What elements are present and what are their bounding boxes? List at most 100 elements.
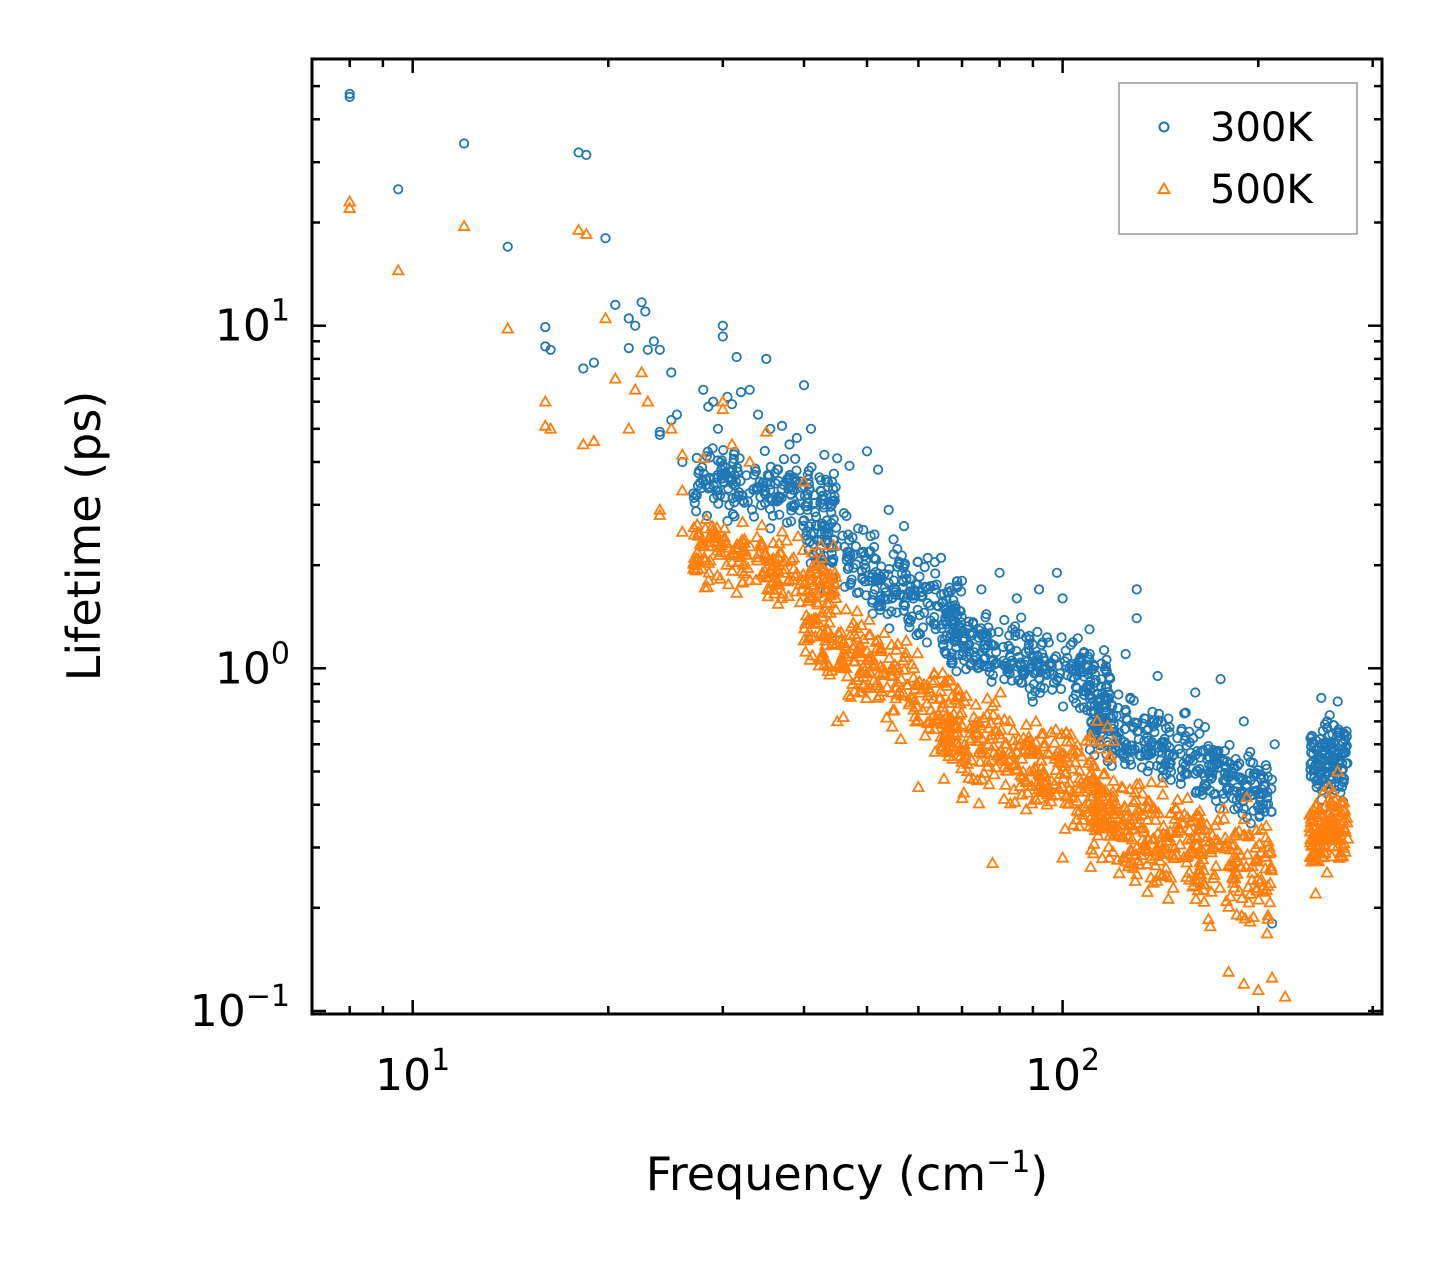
- point-500K: [758, 564, 772, 576]
- point-500K: [1015, 751, 1029, 764]
- point-500K: [1013, 768, 1028, 780]
- point-500K: [891, 660, 905, 673]
- point-300K: [841, 510, 852, 522]
- point-300K: [869, 529, 880, 540]
- point-500K: [756, 538, 770, 551]
- point-500K: [697, 550, 712, 563]
- point-500K: [796, 543, 810, 555]
- point-300K: [1100, 706, 1111, 718]
- point-300K: [1306, 747, 1317, 758]
- point-500K: [776, 554, 791, 567]
- point-500K: [927, 667, 942, 680]
- point-500K: [1237, 976, 1251, 989]
- point-500K: [721, 577, 736, 590]
- point-500K: [853, 649, 868, 662]
- point-300K: [703, 401, 714, 412]
- point-500K: [772, 551, 786, 564]
- point-500K: [1075, 807, 1090, 820]
- point-300K: [786, 482, 797, 493]
- point-500K: [1118, 854, 1133, 867]
- point-300K: [1256, 769, 1267, 781]
- point-300K: [1157, 772, 1168, 783]
- point-300K: [761, 477, 772, 488]
- point-500K: [1304, 814, 1318, 827]
- point-300K: [1142, 766, 1153, 777]
- point-300K: [867, 597, 878, 608]
- point-500K: [1106, 773, 1121, 786]
- point-300K: [958, 633, 969, 644]
- point-300K: [769, 467, 780, 479]
- point-500K: [1315, 849, 1330, 862]
- point-300K: [1241, 779, 1253, 790]
- point-300K: [1228, 793, 1239, 804]
- point-500K: [641, 394, 655, 407]
- point-300K: [1034, 584, 1045, 595]
- point-300K: [716, 464, 727, 475]
- point-500K: [867, 656, 881, 669]
- point-500K: [863, 680, 877, 693]
- point-500K: [576, 437, 591, 450]
- point-500K: [1324, 831, 1338, 844]
- point-500K: [938, 675, 952, 688]
- point-500K: [1100, 800, 1115, 813]
- point-500K: [805, 559, 820, 572]
- point-300K: [961, 651, 972, 662]
- point-500K: [1262, 839, 1276, 852]
- point-300K: [1163, 713, 1174, 724]
- point-500K: [1072, 763, 1087, 776]
- point-500K: [1230, 907, 1244, 920]
- point-500K: [1148, 806, 1163, 819]
- point-300K: [1006, 675, 1018, 686]
- point-500K: [1126, 856, 1140, 869]
- point-300K: [925, 600, 936, 611]
- point-500K: [1189, 807, 1204, 820]
- point-300K: [744, 384, 755, 395]
- point-300K: [1121, 713, 1132, 724]
- y-tick-label: 101: [215, 294, 290, 352]
- point-300K: [1072, 633, 1083, 644]
- point-300K: [1078, 646, 1090, 658]
- point-300K: [993, 626, 1004, 637]
- point-500K: [1182, 872, 1197, 885]
- point-500K: [1309, 837, 1324, 850]
- point-500K: [722, 540, 737, 553]
- point-300K: [1057, 593, 1068, 604]
- point-300K: [843, 561, 855, 573]
- point-300K: [802, 489, 813, 500]
- point-500K: [587, 434, 601, 446]
- x-tick-label: 102: [1025, 1043, 1100, 1101]
- point-500K: [804, 613, 819, 626]
- point-500K: [1019, 775, 1033, 787]
- point-500K: [1036, 780, 1051, 793]
- point-500K: [942, 720, 957, 732]
- point-300K: [1195, 752, 1206, 763]
- point-300K: [859, 559, 870, 570]
- point-500K: [1216, 801, 1231, 814]
- point-300K: [752, 483, 764, 494]
- point-500K: [1077, 799, 1092, 812]
- point-500K: [1235, 891, 1249, 903]
- point-500K: [1245, 865, 1260, 878]
- point-500K: [815, 605, 829, 618]
- point-500K: [877, 626, 892, 638]
- point-500K: [1089, 823, 1103, 836]
- point-300K: [814, 472, 825, 483]
- point-500K: [687, 527, 702, 540]
- point-500K: [1192, 862, 1206, 875]
- point-300K: [949, 600, 961, 611]
- point-500K: [1264, 859, 1278, 872]
- point-500K: [725, 437, 739, 450]
- point-500K: [1105, 824, 1119, 837]
- point-500K: [1197, 894, 1211, 907]
- point-500K: [750, 553, 765, 566]
- point-300K: [748, 511, 760, 522]
- point-500K: [653, 508, 667, 520]
- point-300K: [648, 336, 660, 347]
- point-500K: [1254, 845, 1268, 858]
- y-axis-label: Lifetime (ps): [57, 391, 111, 682]
- point-300K: [728, 449, 740, 460]
- point-300K: [898, 520, 910, 532]
- point-500K: [972, 796, 986, 809]
- point-300K: [1340, 742, 1351, 753]
- point-500K: [882, 651, 897, 663]
